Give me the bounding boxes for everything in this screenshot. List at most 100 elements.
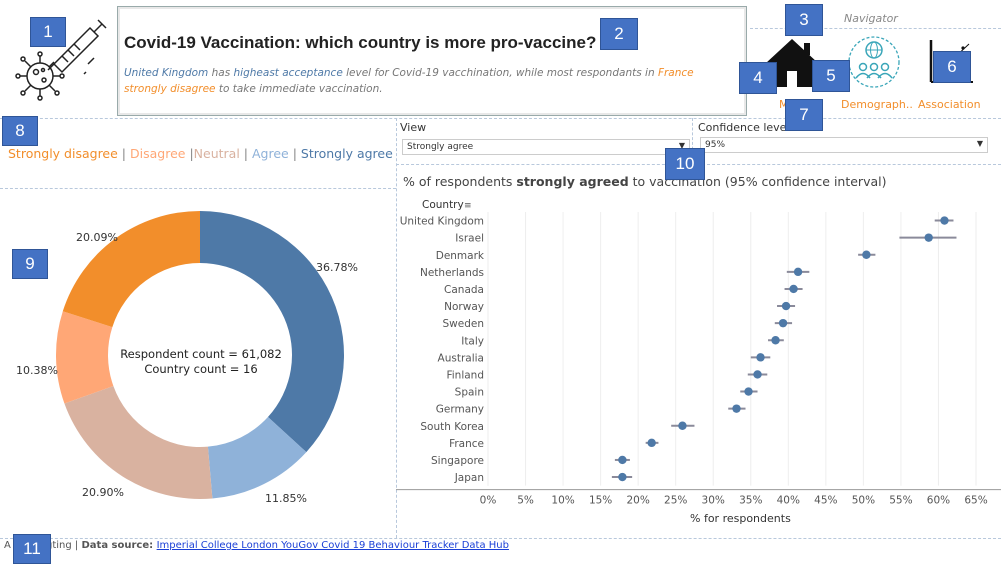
legend-strongly-disagree[interactable]: Strongly disagree xyxy=(8,146,118,161)
donut-label-agree: 11.85% xyxy=(265,492,307,505)
country-point[interactable] xyxy=(744,387,753,396)
author-prefix: A xyxy=(4,540,11,551)
legend-separator: | xyxy=(121,146,127,161)
donut-slice-disagree[interactable] xyxy=(55,311,114,404)
annotation-badge-4: 4 xyxy=(739,62,777,94)
subtitle-highlight: higheast acceptance xyxy=(233,67,343,79)
footer-separator: | xyxy=(71,540,82,551)
country-label: Canada xyxy=(444,284,484,296)
subtitle-text: level for Covid-19 vacchination, while m… xyxy=(342,67,658,79)
x-tick-label: 25% xyxy=(664,495,687,507)
title-part: % of respondents xyxy=(403,174,517,189)
x-tick-label: 40% xyxy=(777,495,800,507)
x-tick-label: 65% xyxy=(964,495,987,507)
y-axis-header: Country xyxy=(422,199,464,211)
divider xyxy=(750,28,1001,29)
x-tick-label: 0% xyxy=(480,495,497,507)
country-label: France xyxy=(449,438,484,450)
annotation-badge-5: 5 xyxy=(812,60,850,92)
legend-disagree[interactable]: Disagree xyxy=(130,146,186,161)
demographics-icon[interactable] xyxy=(846,34,902,90)
confidence-select[interactable]: 95% ▼ xyxy=(700,137,988,153)
confidence-select-value: 95% xyxy=(705,140,726,150)
chevron-down-icon: ▼ xyxy=(678,141,685,150)
country-point[interactable] xyxy=(771,336,780,345)
country-point[interactable] xyxy=(940,216,949,225)
legend-strongly-agree[interactable]: Strongly agree xyxy=(300,146,393,161)
response-donut-chart xyxy=(55,211,344,499)
donut-slice-strongly-agree[interactable] xyxy=(200,211,344,453)
legend-separator: | xyxy=(243,146,248,161)
source-label: Data source: xyxy=(81,540,157,551)
x-tick-label: 35% xyxy=(739,495,762,507)
response-legend: Strongly disagree | Disagree |Neutral | … xyxy=(8,146,393,161)
navigator-title: Navigator xyxy=(844,12,898,25)
view-filter-label: View xyxy=(400,121,427,134)
donut-label-neutral: 20.90% xyxy=(82,486,124,499)
view-select[interactable]: Strongly agree ▼ xyxy=(402,139,690,155)
x-tick-label: 55% xyxy=(889,495,912,507)
country-point[interactable] xyxy=(618,472,627,482)
annotation-badge-8: 8 xyxy=(2,116,38,146)
subtitle-country-bottom: France strongly disagree xyxy=(124,67,694,95)
donut-slice-neutral[interactable] xyxy=(64,386,213,499)
x-tick-label: 10% xyxy=(551,495,574,507)
data-source-link[interactable]: Imperial College London YouGov Covid 19 … xyxy=(156,540,509,551)
dot-plot-title: % of respondents strongly agreed to vacc… xyxy=(403,174,886,189)
country-label: Italy xyxy=(461,335,484,347)
country-point[interactable] xyxy=(781,301,791,311)
title-box: Covid-19 Vaccination: which country is m… xyxy=(117,6,747,116)
x-tick-label: 5% xyxy=(517,495,534,507)
nav-link-association[interactable]: Association xyxy=(918,98,981,111)
view-select-value: Strongly agree xyxy=(407,142,474,152)
title-part-bold: strongly agreed xyxy=(516,174,629,189)
virus-syringe-icon xyxy=(15,19,107,101)
country-point[interactable] xyxy=(732,404,741,413)
sort-icon[interactable]: ≡ xyxy=(464,201,472,211)
legend-separator: | xyxy=(292,146,297,161)
chevron-down-icon: ▼ xyxy=(976,139,983,148)
country-label: Israel xyxy=(455,233,484,245)
donut-slice-strongly-disagree[interactable] xyxy=(62,211,201,328)
legend-agree[interactable]: Agree xyxy=(251,146,289,161)
country-label: Spain xyxy=(455,387,484,399)
country-label: Denmark xyxy=(436,250,485,262)
subtitle-text: has xyxy=(208,67,234,79)
donut-slice-agree[interactable] xyxy=(207,417,307,499)
country-point[interactable] xyxy=(924,233,933,242)
subtitle-text: to take immediate vaccination. xyxy=(215,83,383,95)
legend-neutral[interactable]: Neutral xyxy=(193,146,240,161)
nav-link-demographics[interactable]: Demograph.. xyxy=(841,98,913,111)
country-point[interactable] xyxy=(618,455,627,465)
x-tick-label: 45% xyxy=(814,495,837,507)
donut-label-disagree: 10.38% xyxy=(16,364,58,377)
page-subtitle: United Kingdom has higheast acceptance l… xyxy=(124,65,734,97)
home-icon[interactable] xyxy=(764,37,820,89)
country-point[interactable] xyxy=(753,370,762,379)
country-label: Singapore xyxy=(431,455,484,467)
country-point[interactable] xyxy=(647,438,656,448)
country-point[interactable] xyxy=(778,318,788,328)
country-point[interactable] xyxy=(862,250,871,259)
country-label: Germany xyxy=(436,404,484,416)
donut-label-strongly-agree: 36.78% xyxy=(316,261,358,274)
annotation-badge-9: 9 xyxy=(12,249,48,279)
country-dot-plot: Country ≡ 0% 5% 10% 15% 20% 25% 30% 35% 40% 45% 50% 5… xyxy=(396,199,1001,507)
divider xyxy=(0,118,1001,119)
country-label: Sweden xyxy=(443,318,485,330)
country-point[interactable] xyxy=(678,421,687,430)
country-count: Country count = 16 xyxy=(144,362,258,376)
x-tick-label: 60% xyxy=(927,495,950,507)
country-label: Norway xyxy=(444,301,484,313)
annotation-badge-11: 11 xyxy=(13,534,51,564)
country-label: Australia xyxy=(438,352,484,364)
country-point[interactable] xyxy=(756,353,765,362)
x-tick-label: 20% xyxy=(626,495,649,507)
country-label: Netherlands xyxy=(420,267,484,279)
country-point[interactable] xyxy=(793,267,803,277)
x-axis-label: % for respondents xyxy=(690,512,791,525)
annotation-badge-10: 10 xyxy=(665,148,705,180)
subtitle-country-top: United Kingdom xyxy=(124,67,209,79)
annotation-badge-1: 1 xyxy=(30,17,66,47)
country-point[interactable] xyxy=(789,284,798,294)
